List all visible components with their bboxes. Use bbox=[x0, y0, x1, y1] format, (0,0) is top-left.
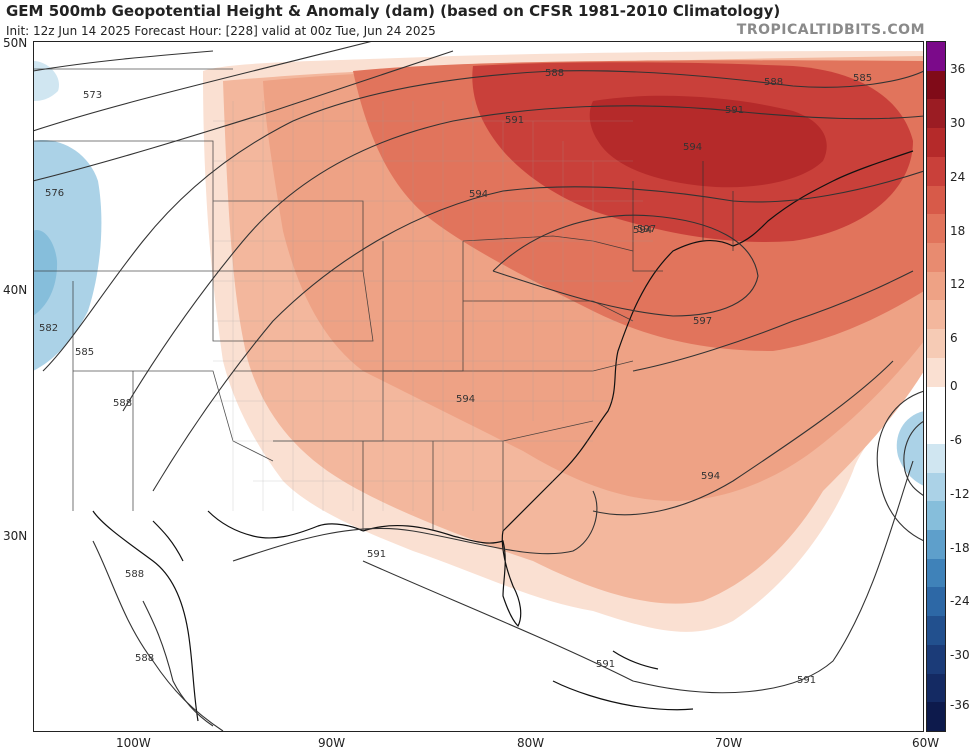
colorbar-tick: 0 bbox=[950, 379, 958, 393]
lon-label-100w: 100W bbox=[116, 736, 151, 750]
colorbar-tick: -30 bbox=[950, 648, 970, 662]
colorbar-segment bbox=[927, 300, 945, 330]
anomaly-fill-neg-west bbox=[33, 140, 102, 371]
coastlines bbox=[92, 150, 914, 722]
colorbar-segment bbox=[927, 214, 945, 244]
anomaly-fill-neg-nw bbox=[33, 61, 59, 101]
lon-label-70w: 70W bbox=[715, 736, 743, 750]
brand-watermark: TROPICALTIDBITS.COM bbox=[736, 22, 925, 38]
colorbar-segment bbox=[927, 42, 945, 72]
contour-label: 591 bbox=[725, 105, 744, 116]
map-title: GEM 500mb Geopotential Height & Anomaly … bbox=[6, 2, 781, 20]
county-lines bbox=[213, 101, 653, 511]
colorbar-segment bbox=[927, 70, 945, 100]
contour-label: 591 bbox=[367, 549, 386, 560]
contour-labels: 573 576 582 585 588 588 588 588 591 591 … bbox=[39, 68, 872, 686]
contour-label: 576 bbox=[45, 188, 64, 199]
contour-label: 585 bbox=[75, 347, 94, 358]
contour-label: 588 bbox=[764, 77, 783, 88]
anomaly-fill-neg-atlantic bbox=[896, 411, 924, 486]
contour-label: 588 bbox=[113, 398, 132, 409]
colorbar-tick: -18 bbox=[950, 541, 970, 555]
colorbar-tick: 6 bbox=[950, 331, 958, 345]
contour-label: 597 bbox=[693, 316, 712, 327]
contour-label: 597 bbox=[637, 224, 656, 235]
colorbar-segment bbox=[927, 128, 945, 158]
lat-label-40n: 40N bbox=[3, 283, 28, 297]
colorbar-tick: -12 bbox=[950, 487, 970, 501]
anomaly-fill-30-36 bbox=[589, 95, 827, 188]
colorbar-segment bbox=[927, 673, 945, 703]
colorbar-segment bbox=[927, 99, 945, 129]
colorbar-segment bbox=[927, 558, 945, 588]
colorbar-segment bbox=[927, 501, 945, 531]
lat-label-50n: 50N bbox=[3, 36, 28, 50]
colorbar-tick: 18 bbox=[950, 224, 966, 238]
colorbar-segment bbox=[927, 443, 945, 474]
contour-label: 588 bbox=[545, 68, 564, 79]
colorbar-segment bbox=[927, 242, 945, 273]
contour-label: 591 bbox=[596, 659, 615, 670]
lon-label-80w: 80W bbox=[517, 736, 545, 750]
anomaly-colorbar bbox=[926, 41, 946, 732]
contour-label: 573 bbox=[83, 90, 102, 101]
anomaly-fill-neg-west-inner bbox=[33, 230, 58, 316]
contour-label: 585 bbox=[853, 73, 872, 84]
colorbar-tick: -6 bbox=[950, 433, 962, 447]
state-borders bbox=[33, 68, 734, 531]
colorbar-segment bbox=[927, 702, 945, 732]
colorbar-segment bbox=[927, 587, 945, 617]
lat-label-30n: 30N bbox=[3, 529, 28, 543]
contour-label: 588 bbox=[125, 569, 144, 580]
colorbar-tick: 12 bbox=[950, 277, 966, 291]
colorbar-segment bbox=[927, 156, 945, 187]
colorbar-segment bbox=[927, 329, 945, 359]
contour-label: 594 bbox=[683, 142, 702, 153]
contour-label: 591 bbox=[797, 675, 816, 686]
colorbar-segment bbox=[927, 530, 945, 560]
contour-label: 594 bbox=[633, 225, 652, 236]
lon-label-60w: 60W bbox=[912, 736, 940, 750]
contour-label: 591 bbox=[505, 115, 524, 126]
contour-label: 594 bbox=[701, 471, 720, 482]
colorbar-segment bbox=[927, 472, 945, 502]
colorbar-segment bbox=[927, 415, 945, 445]
colorbar-tick: 36 bbox=[950, 62, 966, 76]
contour-label: 594 bbox=[456, 394, 475, 405]
map-subtitle: Init: 12z Jun 14 2025 Forecast Hour: [22… bbox=[6, 24, 436, 38]
colorbar-tick: 24 bbox=[950, 170, 966, 184]
colorbar-segment bbox=[927, 386, 945, 416]
colorbar-segment bbox=[927, 644, 945, 675]
colorbar-tick: -24 bbox=[950, 594, 970, 608]
colorbar-segment bbox=[927, 616, 945, 646]
contour-label: 594 bbox=[469, 189, 488, 200]
contour-label: 582 bbox=[39, 323, 58, 334]
colorbar-segment bbox=[927, 271, 945, 301]
height-anomaly-map: 573 576 582 585 588 588 588 588 591 591 … bbox=[33, 41, 924, 732]
lon-label-90w: 90W bbox=[318, 736, 346, 750]
colorbar-tick: -36 bbox=[950, 698, 970, 712]
colorbar-segment bbox=[927, 185, 945, 215]
map-frame bbox=[33, 41, 924, 732]
colorbar-tick: 30 bbox=[950, 116, 966, 130]
contour-label: 588 bbox=[135, 653, 154, 664]
height-contours bbox=[33, 41, 924, 732]
colorbar-segment bbox=[927, 357, 945, 387]
